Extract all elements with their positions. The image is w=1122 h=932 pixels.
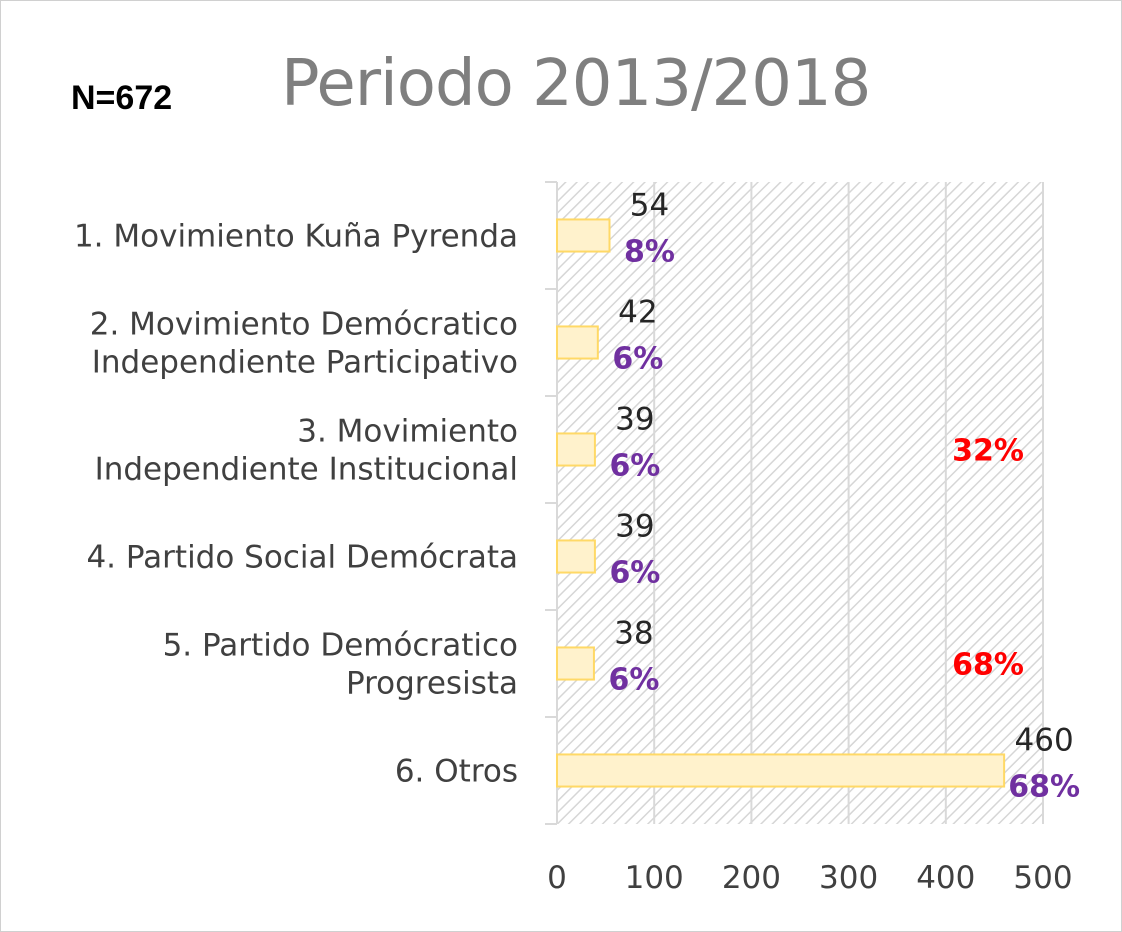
category-label: Progresista (346, 666, 518, 702)
bar (556, 432, 596, 467)
bar (556, 539, 596, 574)
bars (556, 218, 1006, 788)
category-label: 2. Movimiento Demócratico (90, 307, 518, 343)
category-label: 6. Otros (395, 754, 518, 790)
value-label: 39 (615, 402, 654, 438)
x-tick-label: 0 (547, 860, 567, 896)
value-label: 38 (614, 616, 653, 652)
annotation-label: 68% (952, 648, 1024, 683)
percent-label: 68% (1008, 770, 1080, 805)
percent-label: 8% (624, 235, 675, 270)
value-label: 54 (630, 188, 669, 224)
x-tick-label: 500 (1013, 860, 1072, 896)
x-tick-label: 300 (819, 860, 878, 896)
percent-label: 6% (608, 663, 659, 698)
x-axis-ticks: 0 100 200 300 400 500 (547, 860, 1072, 896)
category-label: 4. Partido Social Demócrata (86, 540, 518, 576)
category-label: 1. Movimiento Kuña Pyrenda (74, 219, 518, 255)
bar (556, 646, 595, 681)
category-label: Independiente Participativo (92, 345, 518, 381)
category-label: 5. Partido Demócratico (163, 628, 518, 664)
x-tick-label: 100 (625, 860, 684, 896)
percent-label: 6% (609, 556, 660, 591)
value-label: 460 (1015, 723, 1074, 759)
x-tick-label: 200 (722, 860, 781, 896)
annotations: 32% 68% (952, 434, 1024, 683)
category-label: 3. Movimiento (297, 414, 518, 450)
category-label: Independiente Institucional (95, 452, 518, 488)
chart-title: Periodo 2013/2018 (281, 47, 871, 121)
annotation-label: 32% (952, 434, 1024, 469)
data-labels: 54 8% 42 6% 39 6% 39 6% 38 6% 460 68% (608, 188, 1080, 805)
bar (556, 753, 1006, 788)
category-labels: 1. Movimiento Kuña Pyrenda 2. Movimiento … (74, 219, 518, 790)
plot-area (557, 182, 1043, 824)
percent-label: 6% (609, 449, 660, 484)
percent-label: 6% (612, 342, 663, 377)
x-tick-label: 400 (916, 860, 975, 896)
gridlines (545, 181, 1044, 825)
value-label: 39 (615, 509, 654, 545)
value-label: 42 (618, 295, 657, 331)
bar (556, 218, 611, 253)
bar (556, 325, 599, 360)
sample-size-label: N=672 (71, 79, 173, 117)
